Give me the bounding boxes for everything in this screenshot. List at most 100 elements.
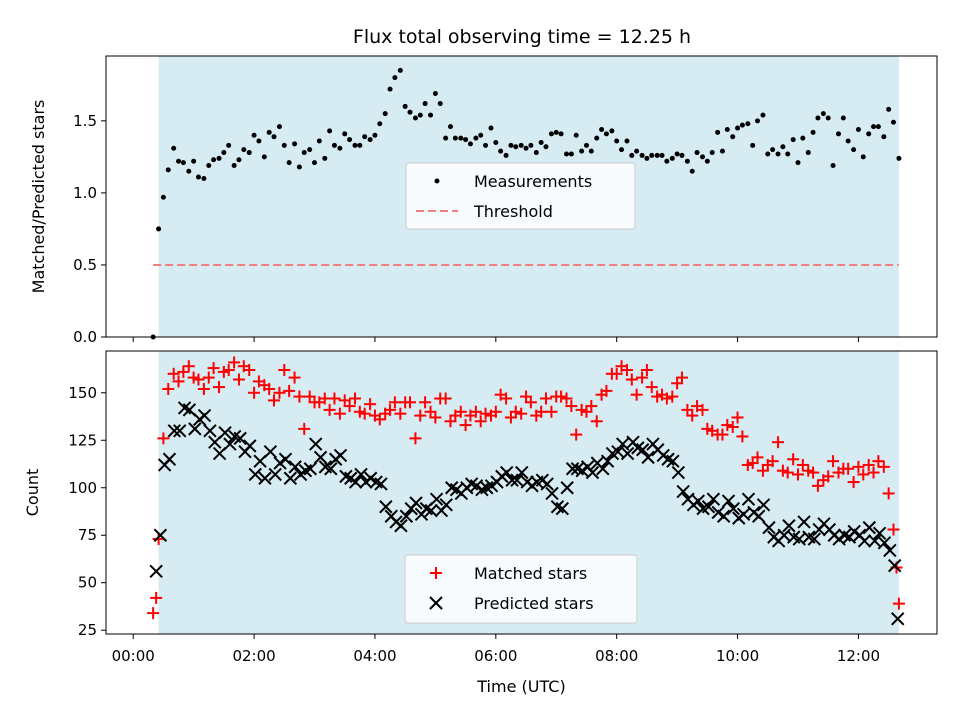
measurement-point (236, 157, 242, 163)
matched-star-point (167, 367, 180, 380)
measurement-point (739, 122, 745, 128)
measurement-point (770, 147, 776, 153)
predicted-star-point (616, 437, 630, 451)
matched-star-point (454, 405, 467, 418)
measurement-point (467, 141, 473, 147)
predicted-star-point (721, 494, 736, 508)
matched-star-point (524, 396, 537, 409)
measurement-point (251, 132, 257, 138)
legend-measurements-label: Measurements (474, 172, 592, 191)
measurement-point (412, 115, 418, 121)
measurement-point (372, 132, 378, 138)
measurement-point (357, 142, 363, 148)
matched-star-point (364, 398, 377, 411)
predicted-star-point (223, 437, 237, 451)
measurement-point (634, 148, 640, 154)
measurement-point (579, 148, 585, 154)
measurement-point (337, 145, 343, 151)
matched-star-point (620, 363, 633, 376)
measurement-point (750, 142, 756, 148)
predicted-star-point (248, 467, 262, 482)
measurement-point (292, 141, 298, 147)
predicted-star-point (883, 543, 897, 558)
matched-star-point (811, 479, 824, 492)
measurement-point (261, 154, 267, 160)
measurement-point (176, 158, 182, 164)
legend-predicted-label: Predicted stars (474, 594, 594, 613)
ratio-y-tick-label: 0.0 (73, 328, 97, 346)
measurement-point (206, 163, 212, 169)
measurement-point (301, 150, 307, 156)
matched-star-point (675, 371, 688, 384)
measurement-point (327, 128, 333, 134)
matched-star-point (857, 468, 870, 481)
predicted-star-point (354, 467, 368, 482)
measurement-point (840, 115, 846, 121)
measurement-point (548, 131, 554, 137)
matched-star-point (862, 458, 875, 471)
matched-star-point (197, 382, 210, 395)
ratio-legend: Measurements Threshold (405, 162, 636, 230)
matched-stars-points (147, 356, 905, 620)
predicted-star-point (641, 450, 655, 465)
measurement-point (377, 121, 383, 127)
matched-star-point (459, 419, 472, 432)
measurement-point (875, 124, 881, 130)
measurement-point (367, 137, 373, 143)
matched-star-point (207, 362, 220, 375)
measurement-point (719, 148, 725, 154)
measurement-point (780, 144, 786, 150)
predicted-stars-points (149, 401, 905, 626)
matched-star-point (721, 419, 734, 432)
predicted-star-point (499, 465, 514, 480)
measurement-point (755, 118, 761, 124)
matched-star-point (545, 405, 558, 418)
matched-star-point (394, 407, 407, 420)
matched-star-point (666, 390, 679, 403)
measurement-point (463, 137, 469, 143)
measurement-point (654, 152, 660, 158)
ratio-axes: 0.0 0.5 1.0 1.5 Matched/Predicted stars Mea… (29, 55, 938, 346)
predicted-star-point (671, 465, 686, 480)
matched-star-point (716, 428, 729, 441)
measurement-point (644, 155, 650, 161)
matched-star-point (152, 533, 165, 546)
measurement-point (795, 160, 801, 166)
measurement-point (417, 112, 423, 118)
matched-star-point (232, 373, 245, 386)
predicted-star-point (797, 515, 811, 529)
matched-star-point (358, 407, 371, 420)
matched-star-point (766, 455, 779, 468)
measurement-point (331, 142, 337, 148)
time-x-tick-label: 10:00 (716, 647, 759, 665)
legend-threshold-label: Threshold (473, 202, 553, 221)
predicted-star-point (762, 520, 776, 535)
measurement-point (674, 151, 680, 157)
matched-star-point (872, 455, 885, 468)
matched-star-point (509, 405, 522, 418)
count-y-ticks: 25 50 75 100 125 150 (68, 384, 106, 639)
predicted-star-point (620, 446, 635, 461)
measurement-point (191, 158, 197, 164)
measurement-point (165, 167, 171, 173)
measurement-point (609, 128, 615, 134)
time-x-tick-label: 02:00 (232, 647, 275, 665)
time-x-tick-label: 12:00 (837, 647, 880, 665)
measurement-point (458, 135, 464, 141)
measurement-point (558, 131, 564, 137)
matched-star-point (796, 458, 809, 471)
time-x-tick-label: 00:00 (112, 647, 155, 665)
count-axes-frame (105, 350, 938, 635)
legend-predicted-marker (429, 596, 443, 610)
matched-star-point (373, 413, 386, 426)
measurement-point (689, 168, 695, 174)
predicted-star-point (313, 450, 328, 465)
matched-star-point (791, 468, 804, 481)
measurement-point (659, 152, 665, 158)
matched-star-point (736, 430, 749, 443)
measurement-point (428, 112, 434, 118)
measurement-point (724, 126, 730, 132)
predicted-star-point (162, 452, 177, 466)
measurement-point (543, 144, 549, 150)
matched-star-point (882, 487, 895, 500)
